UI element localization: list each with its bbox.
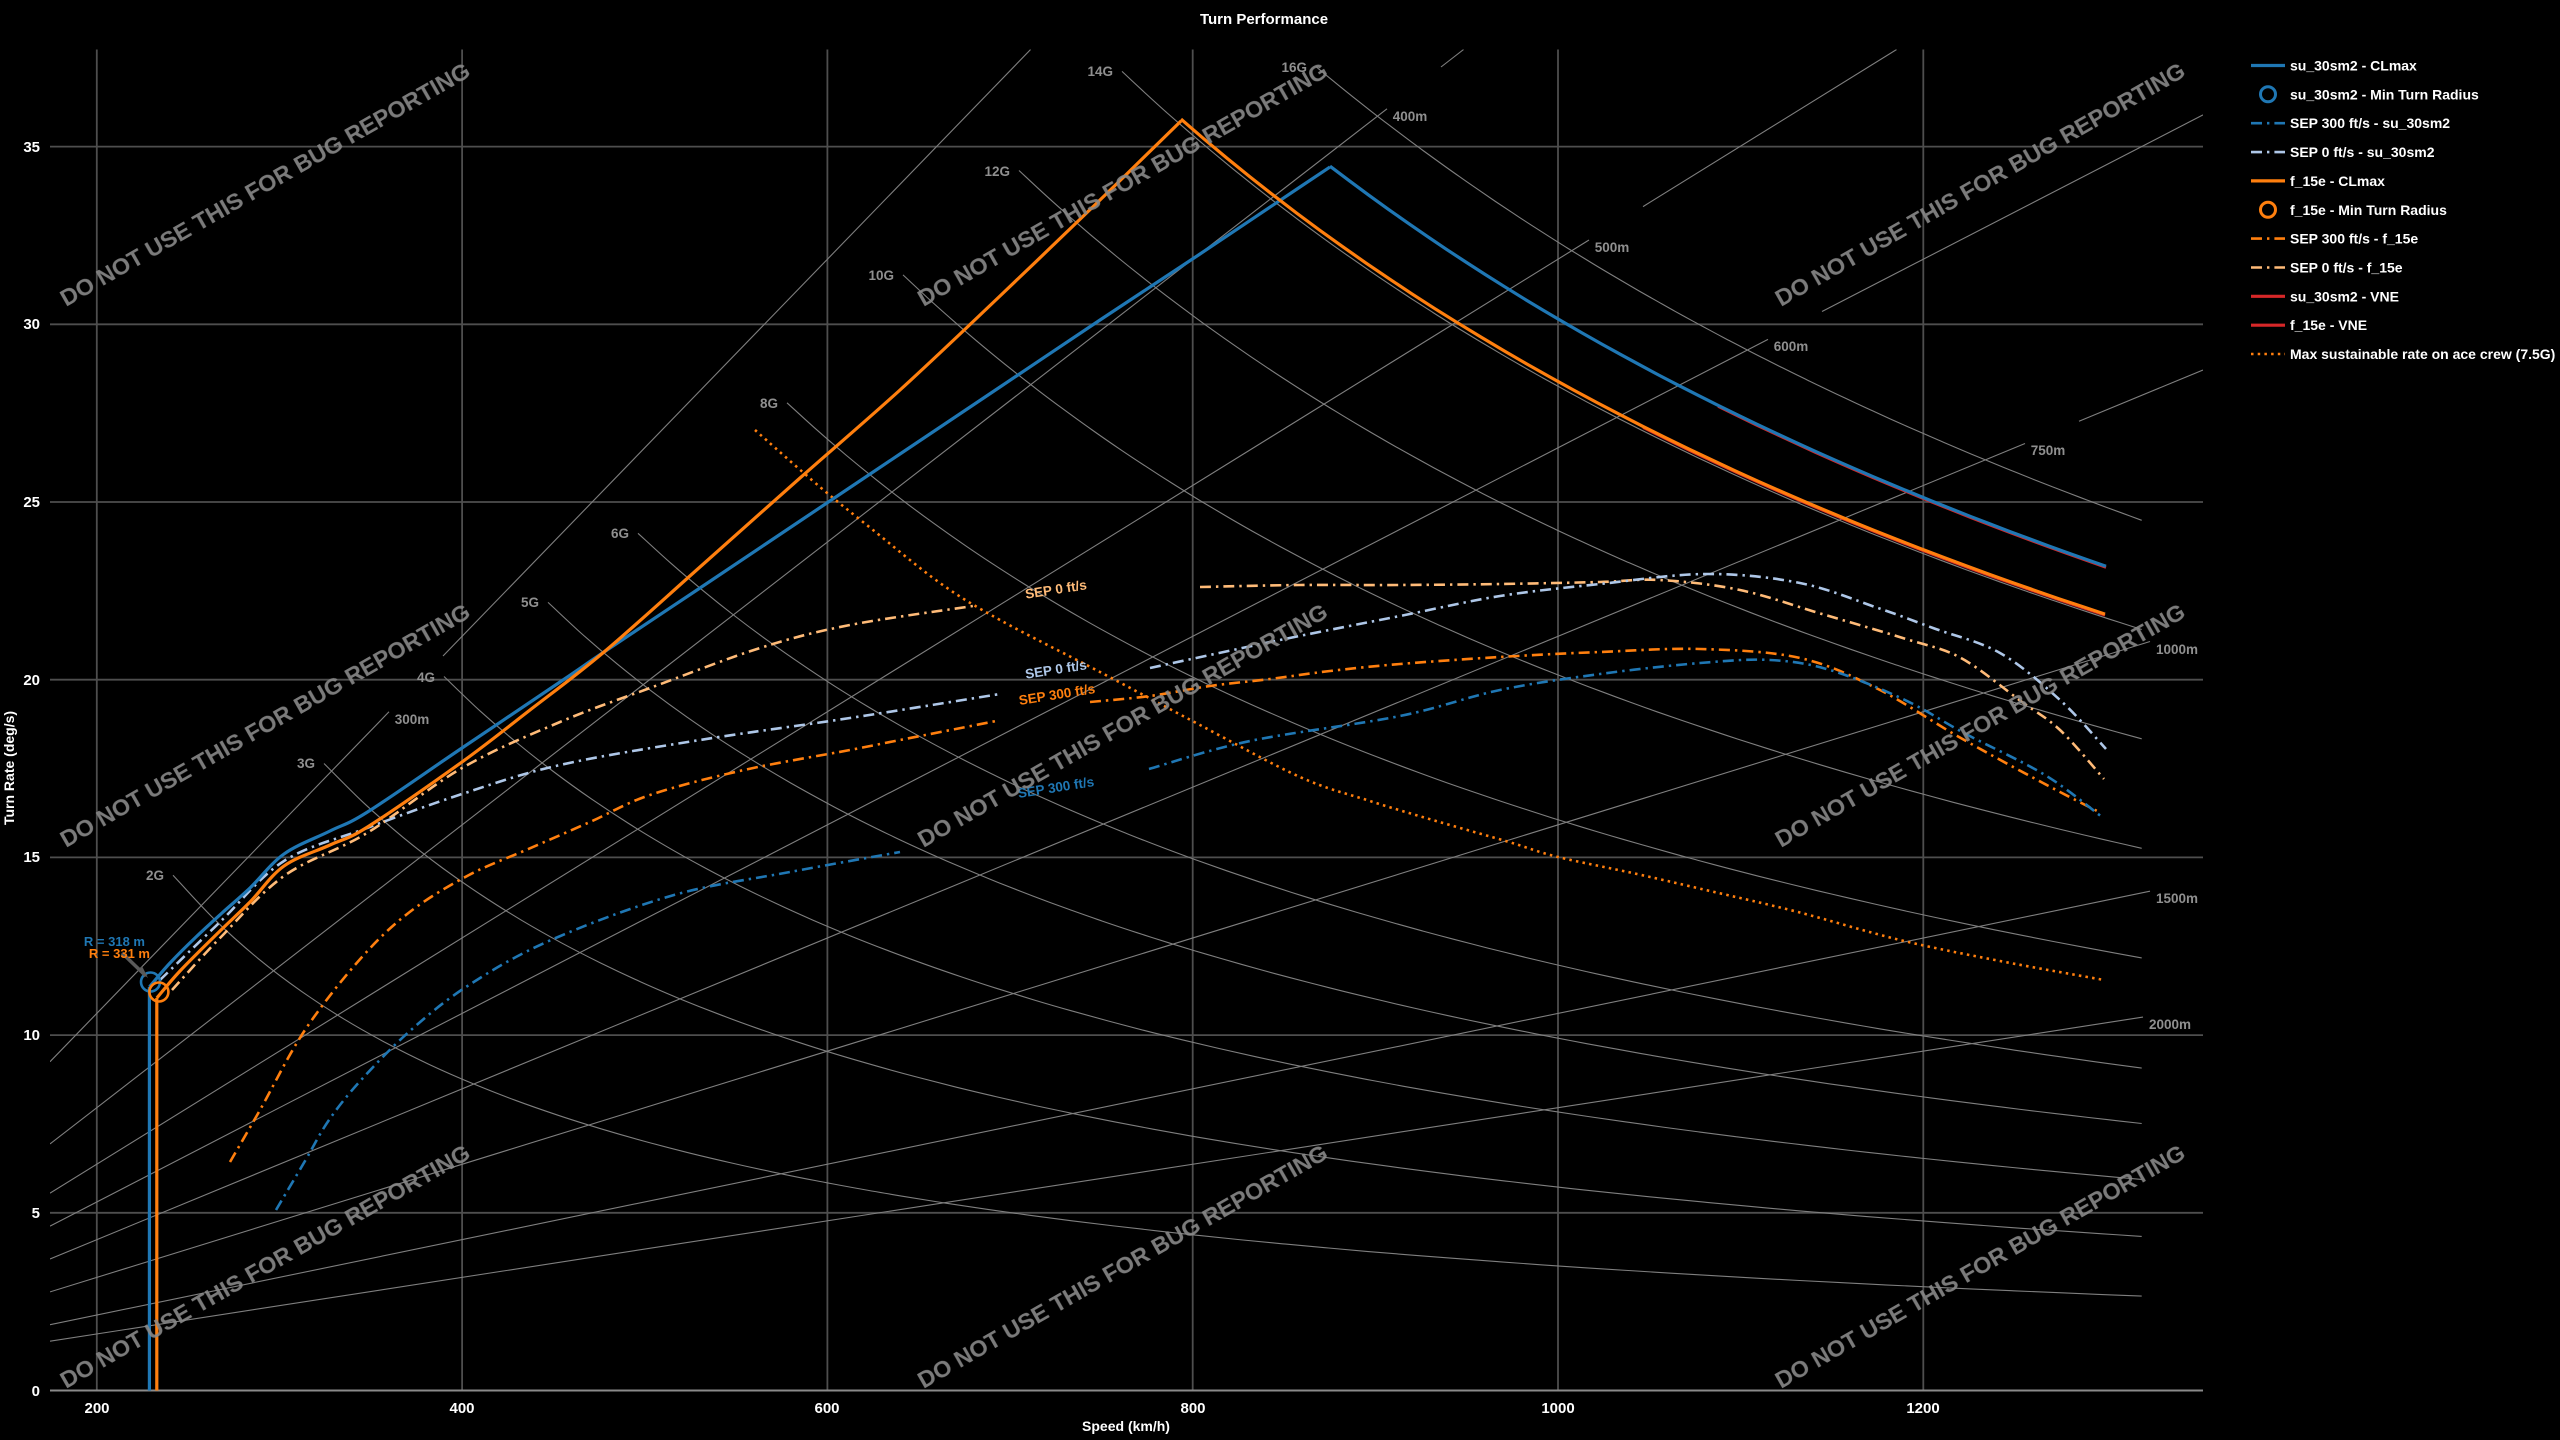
svg-text:Speed (km/h): Speed (km/h) <box>1082 1418 1170 1434</box>
svg-text:SEP 300 ft/s - f_15e: SEP 300 ft/s - f_15e <box>2290 231 2418 247</box>
svg-text:10: 10 <box>23 1027 40 1044</box>
svg-text:500m: 500m <box>1595 240 1630 255</box>
svg-text:20: 20 <box>23 672 40 689</box>
svg-text:300m: 300m <box>395 712 430 727</box>
svg-text:14G: 14G <box>1087 64 1113 79</box>
svg-text:3G: 3G <box>297 756 315 771</box>
svg-text:400: 400 <box>449 1400 474 1417</box>
svg-text:R = 318 m: R = 318 m <box>84 934 145 949</box>
svg-text:su_30sm2 - CLmax: su_30sm2 - CLmax <box>2290 58 2417 74</box>
svg-text:15: 15 <box>23 849 40 866</box>
svg-text:f_15e - VNE: f_15e - VNE <box>2290 317 2367 333</box>
svg-text:30: 30 <box>23 316 40 333</box>
svg-text:2000m: 2000m <box>2149 1017 2191 1032</box>
svg-text:35: 35 <box>23 139 40 156</box>
svg-text:8G: 8G <box>760 396 778 411</box>
svg-text:Turn Performance: Turn Performance <box>1200 11 1328 28</box>
svg-text:1000: 1000 <box>1541 1400 1574 1417</box>
svg-text:400m: 400m <box>1393 109 1428 124</box>
svg-text:800: 800 <box>1180 1400 1205 1417</box>
svg-text:Turn Rate (deg/s): Turn Rate (deg/s) <box>1 711 17 825</box>
svg-text:200: 200 <box>84 1400 109 1417</box>
svg-text:4G: 4G <box>417 670 435 685</box>
svg-text:su_30sm2 - VNE: su_30sm2 - VNE <box>2290 288 2399 304</box>
svg-text:10G: 10G <box>868 268 894 283</box>
svg-text:600m: 600m <box>1774 339 1809 354</box>
svg-text:0: 0 <box>32 1383 40 1400</box>
svg-text:R = 331 m: R = 331 m <box>89 946 150 961</box>
svg-text:750m: 750m <box>2031 443 2066 458</box>
svg-text:SEP 0 ft/s - f_15e: SEP 0 ft/s - f_15e <box>2290 260 2403 276</box>
svg-text:2G: 2G <box>146 868 164 883</box>
svg-text:su_30sm2 - Min Turn Radius: su_30sm2 - Min Turn Radius <box>2290 86 2479 102</box>
svg-text:12G: 12G <box>984 164 1010 179</box>
svg-text:1500m: 1500m <box>2156 891 2198 906</box>
svg-text:f_15e - Min Turn Radius: f_15e - Min Turn Radius <box>2290 202 2447 218</box>
svg-text:5G: 5G <box>521 595 539 610</box>
svg-text:25: 25 <box>23 494 40 511</box>
svg-text:Max sustainable rate on ace cr: Max sustainable rate on ace crew (7.5G) <box>2290 346 2555 362</box>
svg-text:6G: 6G <box>611 526 629 541</box>
svg-text:1200: 1200 <box>1906 1400 1939 1417</box>
svg-text:600: 600 <box>814 1400 839 1417</box>
svg-text:16G: 16G <box>1281 60 1307 75</box>
svg-text:f_15e - CLmax: f_15e - CLmax <box>2290 173 2385 189</box>
svg-text:5: 5 <box>32 1205 40 1222</box>
svg-text:SEP 300 ft/s - su_30sm2: SEP 300 ft/s - su_30sm2 <box>2290 115 2450 131</box>
svg-text:1000m: 1000m <box>2156 642 2198 657</box>
svg-text:SEP 0 ft/s - su_30sm2: SEP 0 ft/s - su_30sm2 <box>2290 144 2435 160</box>
